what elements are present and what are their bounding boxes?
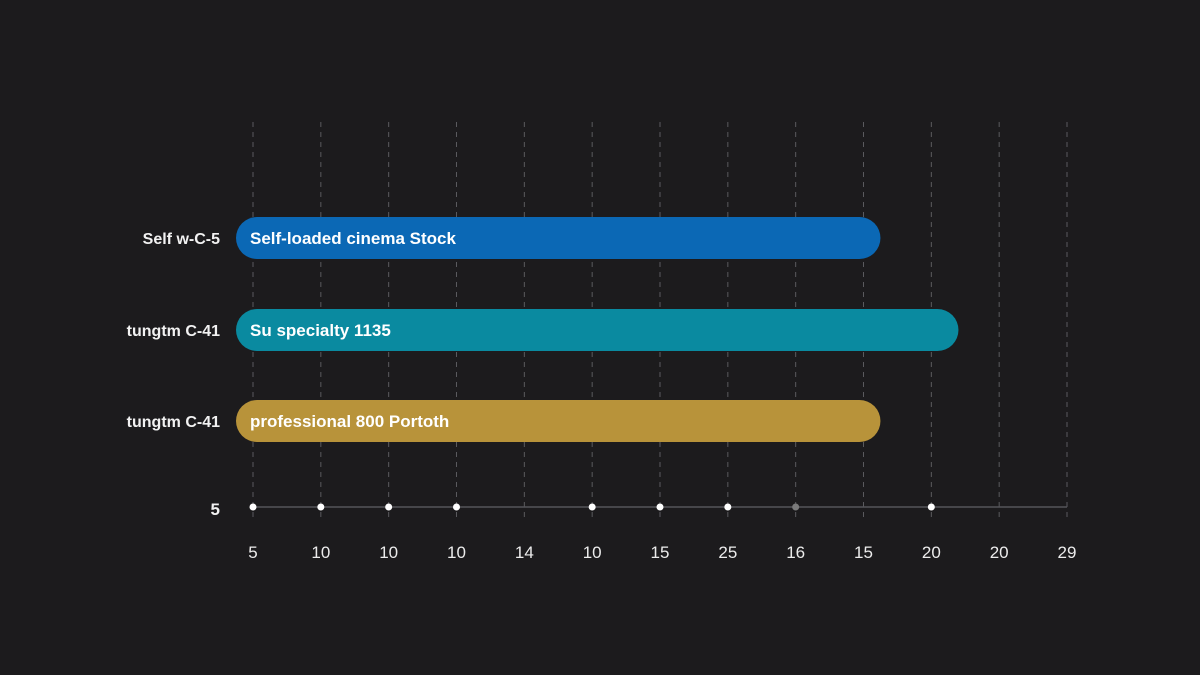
category-label: tungtm C-41 xyxy=(127,323,220,340)
x-tick-label: 5 xyxy=(248,543,257,562)
bars: Self-loaded cinema Stock Su specialty 113… xyxy=(236,217,959,442)
bar-label: professional 800 Portoth xyxy=(250,412,449,431)
axis-marker xyxy=(385,503,393,511)
x-tick-label: 20 xyxy=(990,543,1009,562)
x-tick-labels: 5 10 10 10 14 10 15 25 16 15 20 20 29 xyxy=(248,543,1076,562)
axis-marker xyxy=(249,503,257,511)
category-labels: Self w-C-5 tungtm C-41 tungtm C-41 xyxy=(127,231,220,431)
axis-marker xyxy=(453,503,460,511)
bar-label: Self-loaded cinema Stock xyxy=(250,229,456,248)
bar-label: Su specialty 1135 xyxy=(250,321,391,340)
x-tick-label: 15 xyxy=(854,543,873,562)
axis-marker xyxy=(588,503,596,511)
axis-markers xyxy=(249,503,935,511)
x-tick-label: 10 xyxy=(447,543,466,562)
x-tick-label: 14 xyxy=(515,543,534,562)
x-tick-label: 10 xyxy=(311,543,330,562)
x-tick-label: 20 xyxy=(922,543,941,562)
x-tick-label: 25 xyxy=(718,543,737,562)
category-label: tungtm C-41 xyxy=(127,414,220,431)
bar xyxy=(236,309,959,351)
x-tick-label: 16 xyxy=(786,543,805,562)
axis-marker xyxy=(656,503,664,511)
bar xyxy=(236,217,881,259)
axis-marker xyxy=(792,503,800,511)
axis-marker xyxy=(927,503,935,511)
category-label: Self w-C-5 xyxy=(143,231,220,248)
bar xyxy=(236,400,881,442)
axis-marker xyxy=(724,503,732,511)
y-axis-label: 5 xyxy=(211,500,220,519)
axis-marker xyxy=(317,503,325,511)
x-tick-label: 15 xyxy=(651,543,670,562)
x-tick-label: 10 xyxy=(583,543,602,562)
x-tick-label: 10 xyxy=(379,543,398,562)
x-tick-label: 29 xyxy=(1058,543,1077,562)
